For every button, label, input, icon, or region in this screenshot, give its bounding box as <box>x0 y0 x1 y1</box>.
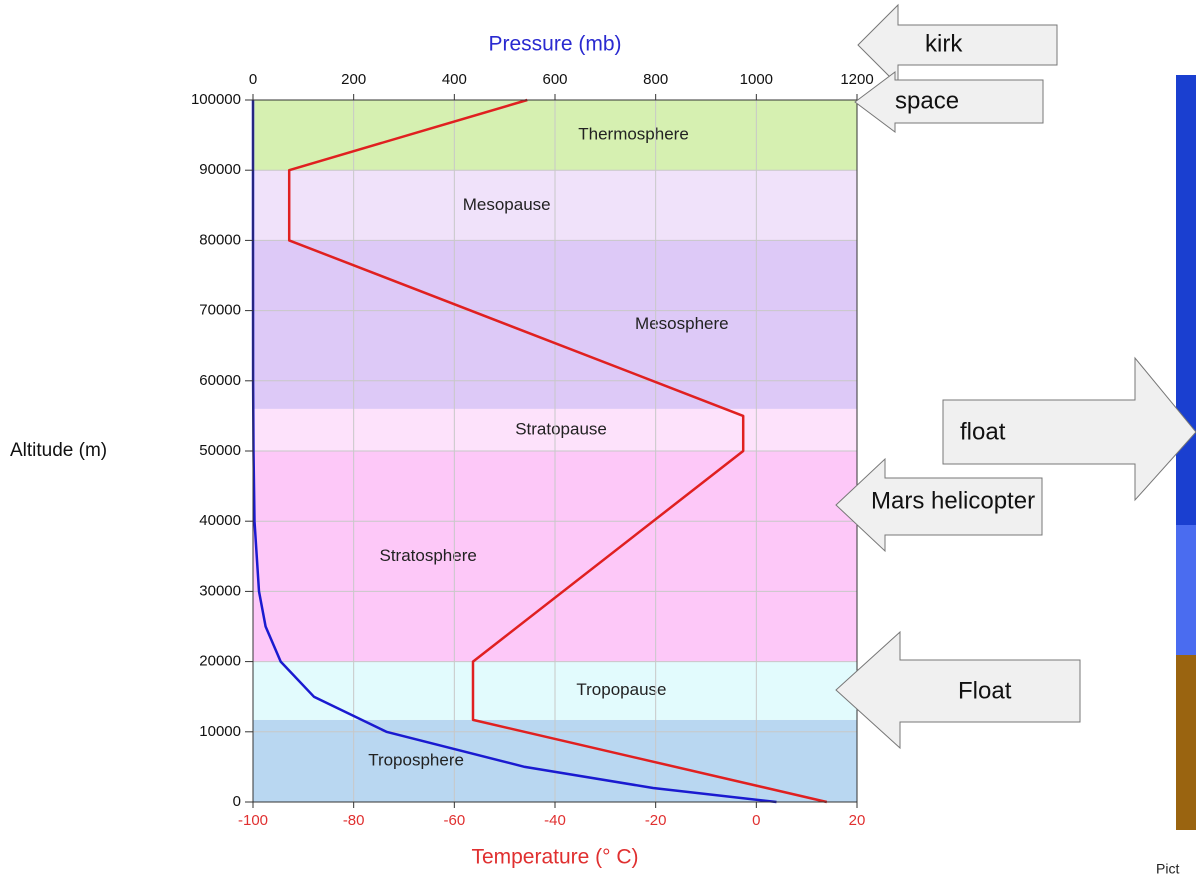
image-strip <box>1176 525 1196 655</box>
y-tick-label: 80000 <box>199 231 241 248</box>
x-tick-label: -40 <box>544 812 566 829</box>
y-tick-label: 10000 <box>199 723 241 740</box>
x2-tick-label: 1200 <box>840 71 873 88</box>
x-tick-label: -20 <box>645 812 667 829</box>
band-label: Stratosphere <box>379 546 476 565</box>
band-label: Mesopause <box>463 195 551 214</box>
x-tick-label: 20 <box>849 812 866 829</box>
annotation: float <box>960 418 1006 445</box>
x2-tick-label: 400 <box>442 71 467 88</box>
y-tick-label: 90000 <box>199 161 241 178</box>
x2-tick-label: 600 <box>542 71 567 88</box>
chart: Troposphere Tropopause Stratosphere Stratop… <box>0 0 1196 876</box>
x-tick-label: -80 <box>343 812 365 829</box>
x2-tick-label: 200 <box>341 71 366 88</box>
y-tick-label: 30000 <box>199 582 241 599</box>
annotation: kirk <box>925 30 963 57</box>
x2-tick-label: 0 <box>249 71 257 88</box>
x-tick-label: -60 <box>443 812 465 829</box>
y-tick-label: 70000 <box>199 302 241 319</box>
y-tick-label: 100000 <box>191 91 241 108</box>
image-strip <box>1176 655 1196 830</box>
x2-tick-label: 800 <box>643 71 668 88</box>
y-tick-label: 40000 <box>199 512 241 529</box>
y-tick-label: 20000 <box>199 653 241 670</box>
y-tick-label: 60000 <box>199 372 241 389</box>
x2-axis-label: Pressure (mb) <box>488 33 621 56</box>
x-axis-label: Temperature (° C) <box>471 846 638 869</box>
caption: Pict <box>1156 861 1179 876</box>
y-axis-label: Altitude (m) <box>10 440 107 461</box>
band-label: Stratopause <box>515 419 607 438</box>
annotation: Float <box>958 677 1012 704</box>
y-tick-label: 0 <box>233 793 241 810</box>
band-label: Mesosphere <box>635 314 729 333</box>
annotation: Mars helicopter <box>871 487 1035 514</box>
y-tick-label: 50000 <box>199 442 241 459</box>
x-tick-label: 0 <box>752 812 760 829</box>
x2-tick-label: 1000 <box>740 71 773 88</box>
annotation: space <box>895 87 959 114</box>
band-label: Troposphere <box>368 750 464 769</box>
image-strip <box>1176 75 1196 525</box>
band-label: Tropopause <box>576 680 666 699</box>
band-label: Thermosphere <box>578 125 689 144</box>
x-tick-label: -100 <box>238 812 268 829</box>
